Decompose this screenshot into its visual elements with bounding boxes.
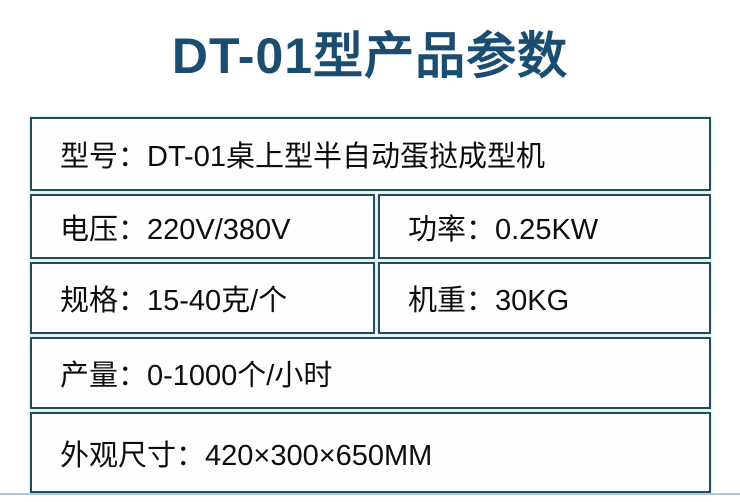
table-row: 产量：0-1000个/小时 — [30, 337, 711, 409]
param-cell-voltage: 电压：220V/380V — [30, 194, 375, 259]
param-cell-dimensions: 外观尺寸：420×300×650MM — [30, 412, 711, 493]
table-row: 外观尺寸：420×300×650MM — [30, 412, 711, 493]
table-row: 型号：DT-01桌上型半自动蛋挞成型机 — [30, 117, 711, 191]
param-cell-power: 功率：0.25KW — [378, 194, 711, 259]
param-cell-spec: 规格：15-40克/个 — [30, 262, 375, 334]
page-title: DT-01型产品参数 — [171, 28, 569, 84]
product-parameter-table: 型号：DT-01桌上型半自动蛋挞成型机 电压：220V/380V 功率：0.25… — [30, 117, 711, 493]
table-row: 规格：15-40克/个 机重：30KG — [30, 262, 711, 334]
param-cell-weight: 机重：30KG — [378, 262, 711, 334]
bottom-divider — [0, 493, 740, 495]
param-cell-model: 型号：DT-01桌上型半自动蛋挞成型机 — [30, 117, 711, 191]
table-row: 电压：220V/380V 功率：0.25KW — [30, 194, 711, 259]
param-cell-output: 产量：0-1000个/小时 — [30, 337, 711, 409]
